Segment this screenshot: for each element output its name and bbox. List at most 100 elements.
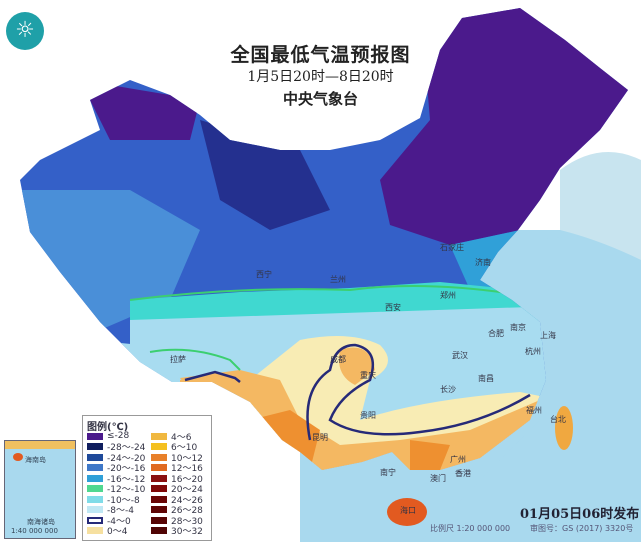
city-label: 武汉: [452, 350, 468, 360]
map-scale: 比例尺 1:20 000 000: [430, 524, 511, 533]
legend-item: 4～6: [151, 431, 203, 443]
legend-label: ≤-28: [107, 431, 130, 442]
issuer: 中央气象台: [282, 90, 358, 108]
legend-label: -16～-12: [107, 474, 146, 485]
legend-swatch: [151, 474, 167, 482]
city-label: 南宁: [380, 467, 396, 477]
city-label: 杭州: [525, 346, 541, 356]
city-label: 南京: [510, 322, 526, 332]
city-label: 台北: [550, 414, 566, 424]
city-label: 广州: [450, 454, 466, 464]
legend-swatch: [87, 453, 103, 461]
legend-item: -4～0: [87, 515, 145, 527]
city-label: 合肥: [488, 328, 504, 338]
legend-swatch: [87, 495, 103, 503]
legend-label: 16～20: [171, 474, 203, 485]
legend-label: -8～-4: [107, 506, 134, 517]
hainan-island: [387, 498, 427, 526]
legend-swatch: [87, 527, 103, 535]
legend-swatch: [87, 485, 103, 493]
legend-label: 20～24: [171, 485, 203, 496]
legend-item: 16～20: [151, 473, 203, 485]
legend-item: 12～16: [151, 463, 203, 474]
legend-item: 30～32: [151, 526, 203, 537]
south-china-sea-inset: 海南岛 南海诸岛 1:40 000 000: [4, 440, 76, 539]
legend-label: 6～10: [171, 443, 198, 454]
legend-swatch: [151, 485, 167, 493]
legend-swatch: [87, 474, 103, 482]
legend-swatch: [151, 506, 167, 514]
legend-item: 20～24: [151, 484, 203, 495]
city-label: 上海: [540, 330, 556, 340]
korea-land: [560, 152, 641, 260]
legend-item: -24～-20: [87, 452, 146, 464]
city-label: 海口: [400, 505, 416, 515]
legend-label: -4～0: [107, 516, 131, 527]
sea-east: [420, 236, 641, 542]
legend-label: 26～28: [171, 506, 203, 517]
forecast-period: 1月5日20时—8日20时: [247, 69, 394, 85]
legend-label: 30～32: [171, 527, 203, 538]
city-label: 重庆: [360, 370, 376, 380]
legend-item: 6～10: [151, 442, 203, 453]
legend-label: -28～-24: [107, 443, 146, 454]
city-label: 长沙: [440, 384, 456, 394]
city-label: 昆明: [312, 433, 328, 442]
legend: 图例(℃) ≤-28 -28～-24 -24～-20 -20～-16 -16～-12 -1…: [82, 415, 212, 541]
city-label: 澳门: [430, 473, 446, 483]
city-label: 兰州: [330, 274, 346, 284]
legend-item: -8～-4: [87, 505, 145, 516]
legend-item: 26～28: [151, 505, 203, 516]
zero-degree-contour: [184, 343, 531, 441]
legend-swatch: [151, 527, 167, 535]
taiwan-island: [555, 406, 573, 450]
legend-swatch: [151, 453, 167, 461]
city-label: 香港: [455, 468, 471, 478]
legend-label: -20～-16: [107, 464, 146, 475]
map-title: 全国最低气温预报图: [230, 44, 411, 66]
inset-island-label: 海南岛: [25, 456, 46, 464]
legend-item: -10～-8: [87, 494, 145, 506]
legend-swatch: [151, 432, 167, 440]
approval-number: 审图号：GS (2017) 3320号: [530, 524, 634, 533]
publish-time: 01月05日06时发布: [520, 507, 640, 522]
legend-label: -12～-10: [107, 485, 146, 496]
legend-swatch: [151, 464, 167, 472]
legend-swatch: [87, 464, 103, 472]
legend-label: 0～4: [107, 527, 128, 538]
legend-label: -24～-20: [107, 453, 146, 464]
city-label: 贵阳: [360, 410, 376, 420]
legend-item: -20～-16: [87, 463, 145, 474]
city-label: 福州: [526, 406, 542, 415]
legend-item: 10～12: [151, 452, 203, 464]
legend-label: 4～6: [171, 432, 192, 443]
city-label: 西宁: [256, 269, 272, 279]
legend-item: -16～-12: [87, 473, 146, 485]
city-label: 济南: [475, 257, 491, 267]
city-label: 石家庄: [440, 242, 464, 252]
legend-swatch: [87, 443, 103, 451]
city-label: 成都: [330, 354, 346, 364]
legend-label: 24～26: [171, 495, 203, 506]
legend-swatch: [151, 443, 167, 451]
legend-item: 0～4: [87, 526, 145, 537]
city-labels: 西宁 兰州 石家庄 济南 郑州 西安 合肥 南京 上海 武汉 杭州 成都 重庆 …: [170, 242, 566, 515]
legend-swatch: [87, 506, 103, 514]
legend-title: 图例(℃): [87, 422, 129, 433]
legend-label: 10～12: [171, 453, 203, 464]
legend-swatch: [151, 495, 167, 503]
legend-item: -12～-10: [87, 484, 145, 495]
city-label: 郑州: [440, 290, 456, 300]
legend-item: -28～-24: [87, 442, 145, 453]
legend-label: 12～16: [171, 464, 203, 475]
inset-scale: 1:40 000 000: [11, 527, 58, 535]
cma-logo: ☼: [6, 12, 44, 50]
legend-swatch: [87, 516, 103, 524]
legend-label: -10～-8: [107, 495, 140, 506]
city-label: 拉萨: [170, 354, 186, 364]
legend-label: 28～30: [171, 516, 203, 527]
city-label: 南昌: [478, 373, 494, 383]
city-label: 西安: [385, 302, 401, 312]
